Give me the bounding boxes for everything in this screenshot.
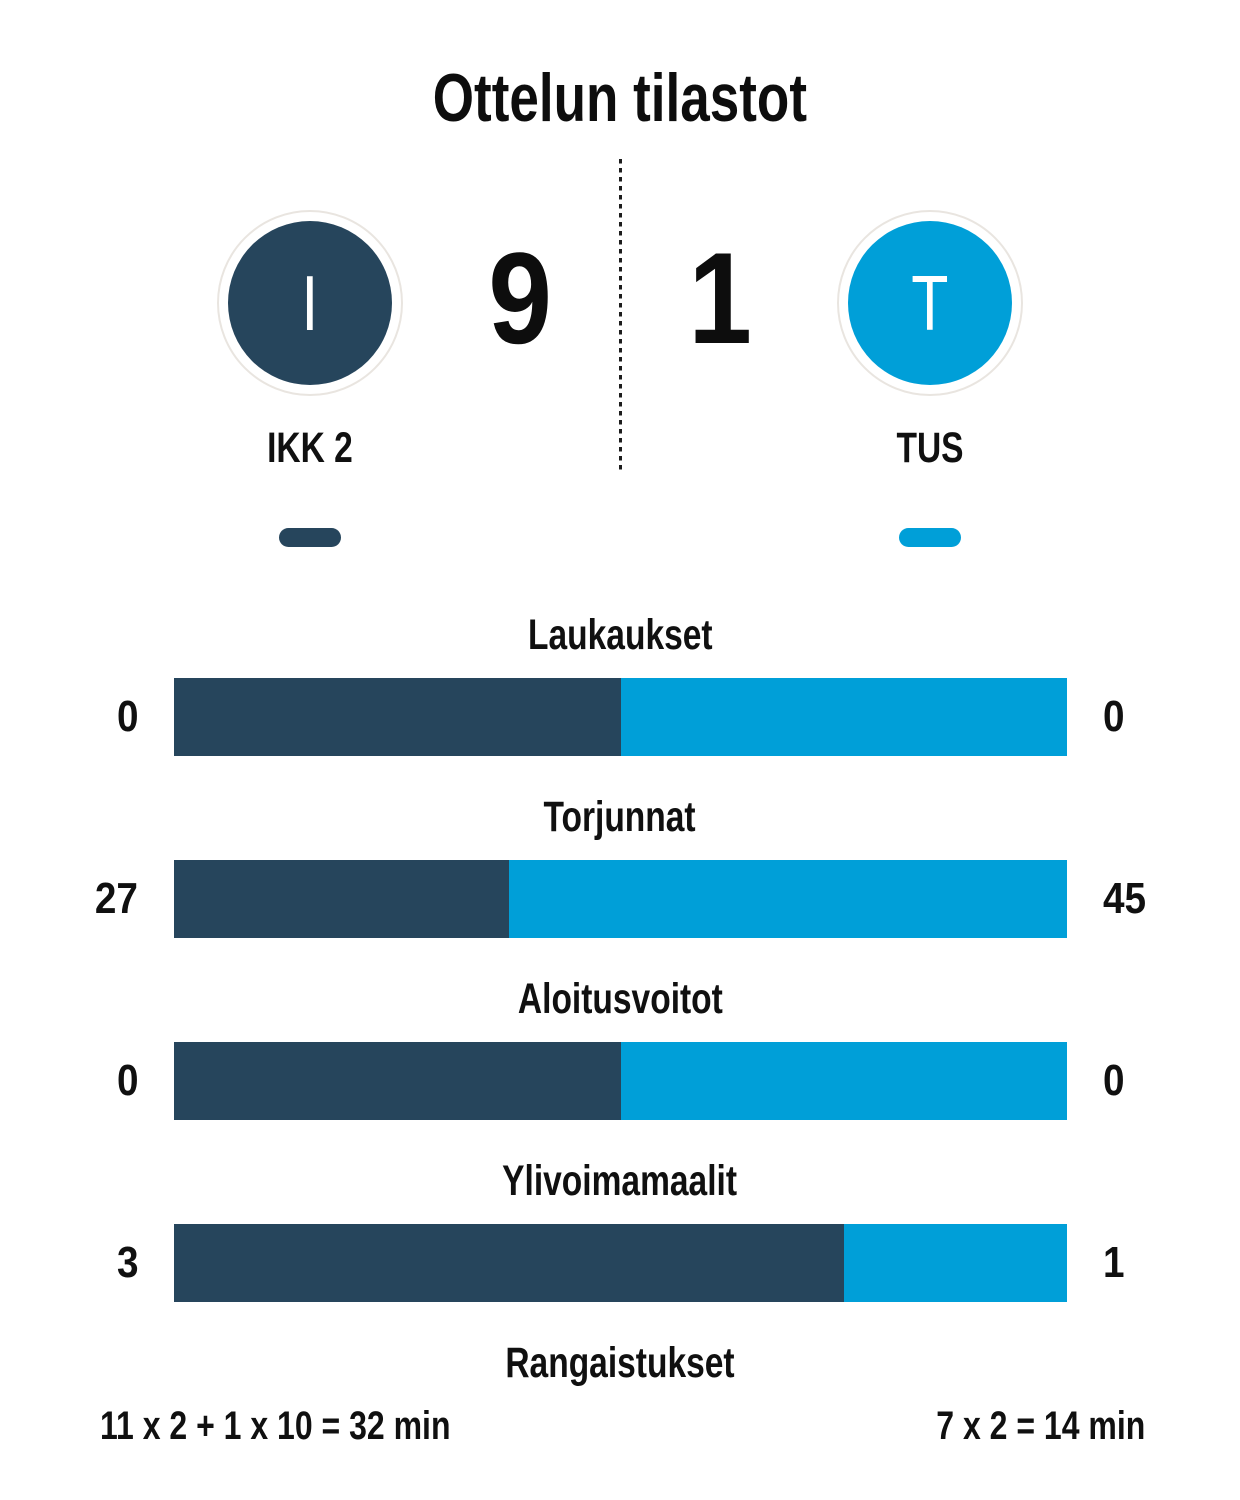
- home-color-pill: [279, 528, 341, 547]
- stat-label: Aloitusvoitot: [517, 975, 723, 1023]
- stat-label: Rangaistukset: [505, 1339, 735, 1387]
- home-bar-segment: [174, 1042, 621, 1120]
- stat-section-laukaukset: Laukaukset 0 0: [0, 614, 1240, 756]
- legend: [0, 528, 1240, 547]
- stat-section-torjunnat: Torjunnat 27 45: [0, 796, 1240, 938]
- home-value: 0: [116, 1056, 138, 1105]
- page-title-text: Ottelun tilastot: [432, 60, 808, 136]
- stat-bar: [174, 860, 1067, 938]
- home-team-logo: I: [228, 221, 392, 385]
- away-team-logo-ring: T: [837, 210, 1023, 396]
- home-value: 0: [116, 692, 138, 741]
- away-team: T TUS: [830, 159, 1030, 470]
- away-penalties: 7 x 2 = 14 min: [935, 1404, 1145, 1448]
- page-title: Ottelun tilastot: [0, 0, 1240, 132]
- home-team-initial: I: [301, 259, 319, 347]
- stats-list: Laukaukset 0 0 Torjunnat 27 45: [0, 614, 1240, 1448]
- home-bar-segment: [174, 1224, 844, 1302]
- stat-bar: [174, 678, 1067, 756]
- away-bar-segment: [843, 1224, 1067, 1302]
- away-team-initial: T: [911, 259, 949, 347]
- away-value: 0: [1103, 1056, 1125, 1105]
- home-team-logo-ring: I: [217, 210, 403, 396]
- home-team-name: IKK 2: [267, 424, 353, 472]
- stat-bar: [174, 1042, 1067, 1120]
- away-score: 1: [688, 225, 752, 371]
- away-value: 0: [1103, 692, 1125, 741]
- away-color-pill: [899, 528, 961, 547]
- away-team-logo: T: [848, 221, 1012, 385]
- away-bar-segment: [620, 678, 1067, 756]
- stat-label: Laukaukset: [527, 611, 713, 659]
- away-team-name: TUS: [896, 424, 964, 472]
- away-bar-segment: [620, 1042, 1067, 1120]
- away-bar-segment: [508, 860, 1067, 938]
- home-value: 27: [94, 874, 138, 923]
- stat-section-rangaistukset: Rangaistukset 11 x 2 + 1 x 10 = 32 min 7…: [0, 1339, 1240, 1448]
- center-divider: [619, 159, 622, 473]
- home-bar-segment: [174, 860, 509, 938]
- home-team: I IKK 2: [210, 159, 410, 470]
- home-penalties: 11 x 2 + 1 x 10 = 32 min: [100, 1404, 451, 1448]
- home-score: 9: [488, 225, 552, 371]
- home-value: 3: [116, 1238, 138, 1287]
- away-value: 45: [1103, 874, 1147, 923]
- stat-section-aloitusvoitot: Aloitusvoitot 0 0: [0, 978, 1240, 1120]
- stat-label: Torjunnat: [543, 793, 697, 841]
- score-header: I IKK 2 9 1 T TUS: [0, 159, 1240, 473]
- stat-bar: [174, 1224, 1067, 1302]
- stat-section-ylivoimamaalit: Ylivoimamaalit 3 1: [0, 1160, 1240, 1302]
- away-value: 1: [1103, 1238, 1125, 1287]
- home-bar-segment: [174, 678, 621, 756]
- stat-label: Ylivoimamaalit: [502, 1157, 738, 1205]
